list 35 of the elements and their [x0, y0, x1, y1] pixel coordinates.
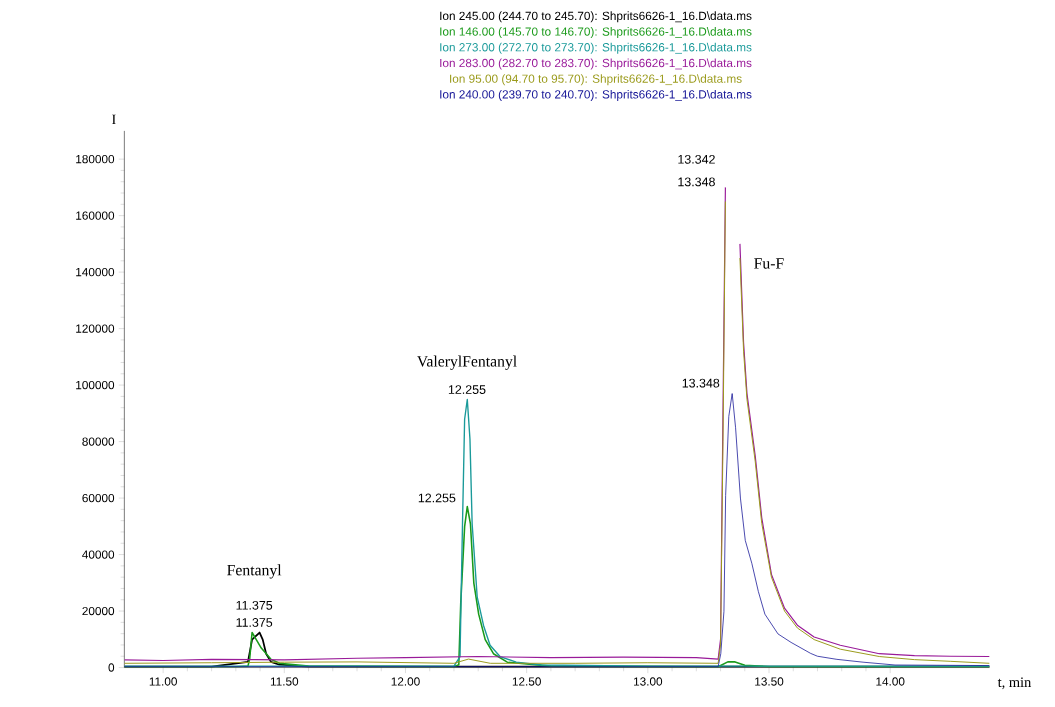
- x-tick-label: 13.00: [634, 677, 663, 686]
- y-tick-label: 120000: [76, 324, 115, 333]
- annotation: 11.375: [236, 618, 273, 627]
- x-tick-label: 11.00: [149, 677, 177, 686]
- annotation: 12.255: [418, 493, 456, 503]
- text: Ion 273.00 (272.70 to 273.70): Shprits6626-1_16.D\data.ms: [440, 42, 752, 54]
- x-tick-label: 12.50: [512, 677, 541, 686]
- annotation: 13.348: [682, 378, 720, 388]
- annotation: 13.342: [678, 155, 715, 164]
- annotation: 13.348: [678, 177, 715, 187]
- text: Ion 240.00 (239.70 to 240.70): Shprits6626-1_16.D\data.ms: [440, 90, 752, 101]
- y-tick-label: 80000: [82, 437, 115, 446]
- x-tick-label: 11.50: [270, 677, 299, 686]
- text: Ion 95.00 (94.70 to 95.70): Shprits6626-1_16.D\data.ms: [450, 74, 742, 86]
- y-tick-label: 20000: [82, 606, 115, 616]
- y-tick-label: 0: [108, 663, 115, 672]
- y-tick-label: 160000: [76, 211, 115, 220]
- x-axis-title: t, min: [997, 677, 1032, 690]
- text: Ion 245.00 (244.70 to 245.70): Shprits6626-1_16.D\data.ms: [440, 11, 752, 23]
- text: Ion 146.00 (145.70 to 146.70): Shprits6626-1_16.D\data.ms: [440, 27, 752, 39]
- x-tick-label: 13.50: [755, 677, 784, 686]
- annotation: 11.375: [236, 600, 273, 610]
- y-tick-label: 180000: [76, 155, 115, 164]
- x-tick-label: 14.00: [876, 677, 905, 686]
- y-tick-label: 40000: [82, 550, 115, 559]
- annotation: 12.255: [448, 385, 486, 395]
- text: Ion 283.00 (282.70 to 283.70): Shprits6626-1_16.D\data.ms: [440, 58, 752, 70]
- y-tick-label: 60000: [82, 493, 115, 503]
- y-tick-label: 140000: [76, 268, 115, 277]
- annotation: Fu-F: [754, 258, 784, 269]
- annotation: ValerylFentanyl: [417, 355, 517, 370]
- annotation: Fentanyl: [227, 564, 282, 579]
- y-tick-label: 100000: [76, 381, 115, 390]
- y-axis-title: I: [112, 114, 116, 125]
- x-tick-label: 12.00: [391, 677, 420, 686]
